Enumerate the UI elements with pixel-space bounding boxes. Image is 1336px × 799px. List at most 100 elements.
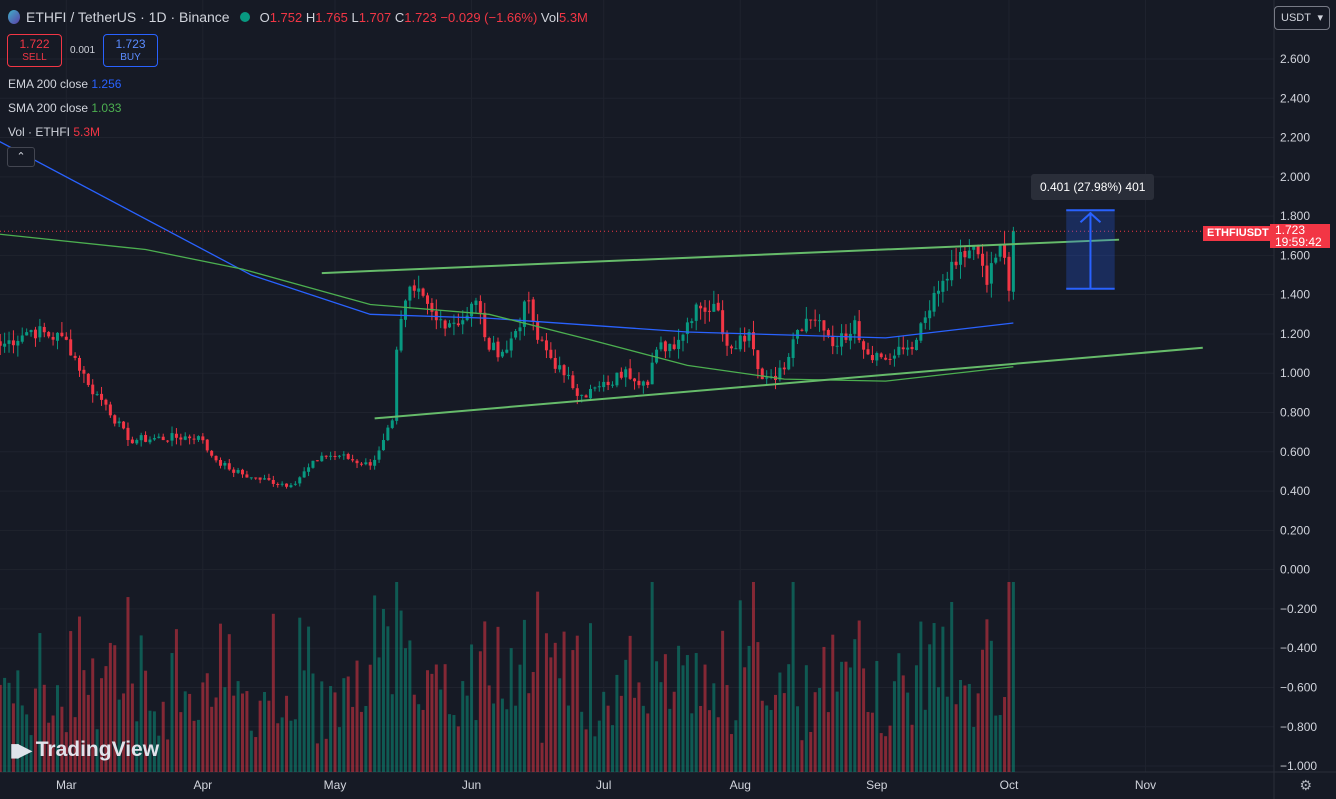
volume-bar [945,696,949,772]
buy-button[interactable]: 1.723 BUY [103,34,159,67]
legend-ema[interactable]: EMA 200 close 1.256 [8,77,122,91]
candle-body [553,357,557,369]
volume-bar [130,683,134,772]
y-tick-label: 0.400 [1280,484,1310,498]
candle-body [329,455,333,457]
candle [998,243,1002,262]
volume-bar [315,743,319,772]
volume-bar [293,719,297,772]
candle-body [870,354,874,361]
candle-body [756,350,760,370]
candle-body [994,257,998,263]
candle [492,335,496,351]
legend-volume[interactable]: Vol · ETHFI 5.3M [8,125,101,139]
volume-bar [1007,582,1011,772]
candle-body [7,340,11,344]
candle [33,326,37,347]
candle [743,327,747,352]
volume-bar [637,682,641,772]
candle-body [721,310,725,335]
volume-bar [377,657,381,772]
candle [399,310,403,353]
candle-body [699,305,703,309]
settings-icon[interactable]: ⚙ [1299,777,1312,793]
candle-body [597,386,601,388]
volume-bar [280,717,284,772]
candle-body [919,323,923,341]
candle [337,454,341,459]
candle [293,481,297,486]
candle-body [888,358,892,360]
candle [765,370,769,386]
candle [78,355,82,377]
candle [183,432,187,441]
volume-bar [558,678,562,772]
candle [152,434,156,441]
candle-body [641,381,645,386]
measure-tooltip: 0.401 (27.98%) 401 [1031,174,1155,200]
candle [544,333,548,359]
legend-sma[interactable]: SMA 200 close 1.033 [8,101,122,115]
candle-body [677,339,681,349]
candle-body [16,340,20,346]
symbol-title[interactable]: ETHFI / TetherUS · 1D · Binance [26,9,230,25]
candle-body [0,341,2,346]
candle [122,420,126,430]
candle [496,337,500,362]
candle [113,414,117,427]
candle-body [108,404,112,416]
candle [130,436,134,444]
candle-body [218,459,222,466]
volume-bar [672,691,676,772]
collapse-legend-button[interactable]: ⌃ [7,147,35,167]
candle-body [729,346,733,349]
ema-200-line [0,141,1014,339]
candle-body [914,339,918,351]
sell-button[interactable]: 1.722 SELL [7,34,62,67]
tradingview-logo[interactable]: ▮▶ TradingView [10,738,160,761]
volume-bar [549,657,553,772]
volume-bar [465,695,469,772]
x-tick-label: May [324,778,347,792]
candle-body [866,349,870,355]
candle-body [351,459,355,461]
volume-bar [967,683,971,772]
candle-body [985,265,989,285]
candle [791,332,795,367]
volume-bar [395,582,399,772]
candle [426,292,430,315]
volume-bar [82,670,86,772]
volume-bar [73,717,77,772]
currency-select[interactable]: USDT [1274,6,1330,30]
candle-body [174,433,178,438]
candle [624,366,628,387]
trendline [374,346,1203,420]
candle-body [967,250,971,259]
volume-bar [571,650,575,772]
candle [64,332,68,341]
trade-panel: 1.722 SELL 0.001 1.723 BUY [7,34,159,67]
volume-bar [38,633,42,772]
candle-body [258,477,262,480]
candle-body [417,288,421,292]
volume-bar [875,660,879,772]
volume-bar [932,623,936,772]
candle [663,340,667,359]
candle [892,349,896,367]
candle-body [104,399,108,405]
candle [954,248,958,269]
candle [844,324,848,344]
candle [831,325,835,355]
candle-body [11,340,15,346]
candle [584,394,588,398]
candle-body [804,318,808,332]
candle [981,244,985,278]
symbol-price-tag: ETHFIUSDT [1203,226,1273,241]
candle-body [245,474,249,478]
volume-bar [906,692,910,772]
candle-body [624,369,628,378]
volume-bar [826,712,830,772]
y-tick-label: 1.000 [1280,366,1310,380]
candle-body [950,261,954,281]
